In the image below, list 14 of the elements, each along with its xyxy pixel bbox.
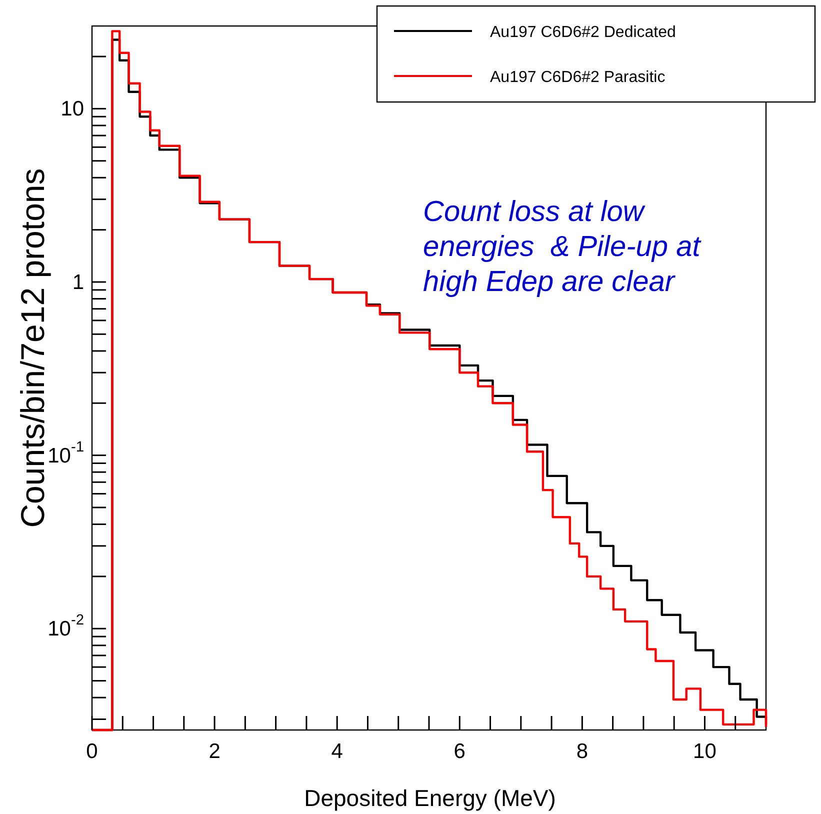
x-axis-title: Deposited Energy (MeV) xyxy=(304,785,556,811)
x-tick-label: 2 xyxy=(208,740,220,763)
x-tick-label: 4 xyxy=(331,740,344,763)
legend-label: Au197 C6D6#2 Parasitic xyxy=(490,69,666,86)
x-tick-label: 8 xyxy=(576,740,588,763)
y-tick-label: 10 xyxy=(60,97,84,120)
x-tick-label: 0 xyxy=(86,740,98,763)
legend-label: Au197 C6D6#2 Dedicated xyxy=(490,24,676,41)
annotation: Count loss at low energies & Pile-up at high Edep are clear xyxy=(423,196,702,298)
y-tick-label: 10$^{-2}$ xyxy=(48,612,84,640)
y-tick-label: 1 xyxy=(72,270,84,294)
y-tick-label: 10$^{-1}$ xyxy=(48,439,84,467)
x-tick-label: 6 xyxy=(454,740,466,763)
x-tick-label: 10 xyxy=(693,740,716,763)
